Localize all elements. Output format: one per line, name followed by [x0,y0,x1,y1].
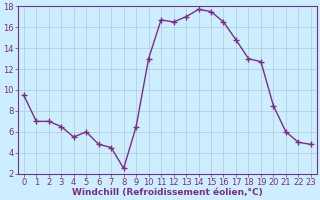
X-axis label: Windchill (Refroidissement éolien,°C): Windchill (Refroidissement éolien,°C) [72,188,263,197]
